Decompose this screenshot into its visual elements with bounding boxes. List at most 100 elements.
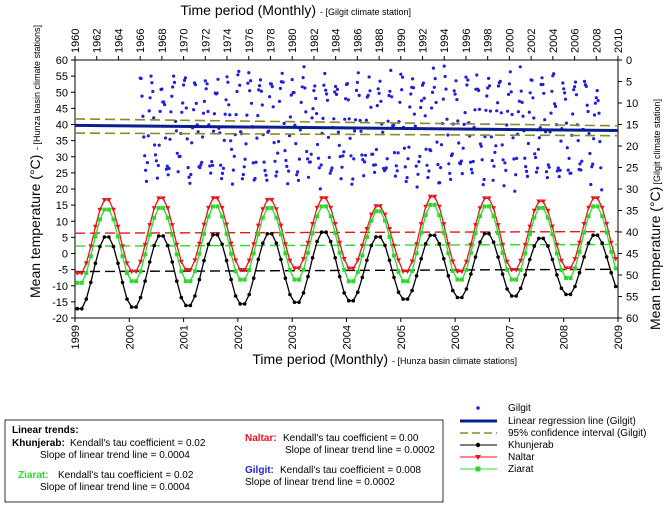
gilgit-point <box>492 164 496 168</box>
gilgit-point <box>403 165 407 169</box>
ziarat-point <box>518 268 523 272</box>
khunjerab-point <box>410 288 414 293</box>
naltar-point <box>219 205 225 211</box>
ziarat-point <box>582 230 587 235</box>
khunjerab-point <box>333 255 338 260</box>
left-axis-tick-label: 55 <box>56 71 68 83</box>
ziarat-point <box>283 251 288 256</box>
naltar-point <box>400 269 406 274</box>
trends-khunjerab-station: Khunjerab: <box>12 438 65 449</box>
ziarat-point <box>269 206 274 210</box>
right-axis-tick-label: 5 <box>626 77 632 89</box>
ziarat-point <box>93 234 98 239</box>
gilgit-point <box>468 160 473 164</box>
legend-gilgit-label: Gilgit <box>508 403 531 414</box>
gilgit-point <box>415 185 419 189</box>
left-axis-tick-label: -20 <box>52 313 68 325</box>
gilgit-point <box>503 161 507 165</box>
khunjerab-point <box>604 255 609 259</box>
gilgit-point <box>200 160 204 164</box>
gilgit-point <box>576 139 580 143</box>
gilgit-point <box>431 66 435 70</box>
gilgit-point <box>212 112 216 116</box>
khunjerab-point <box>419 256 424 261</box>
gilgit-point <box>283 149 287 153</box>
naltar-point <box>522 242 528 248</box>
khunjerab-point <box>238 302 242 306</box>
ziarat-point <box>84 271 89 275</box>
gilgit-point <box>443 74 447 79</box>
bottom-axis-tick-label: 2005 <box>396 325 408 349</box>
station-series <box>74 194 619 311</box>
ziarat-point <box>211 204 215 209</box>
gilgit-point <box>257 88 261 92</box>
gilgit-point <box>151 89 155 94</box>
ziarat-point <box>297 277 301 282</box>
legend-naltar-label: Naltar <box>508 452 535 463</box>
gilgit-point <box>339 177 343 181</box>
gilgit-point <box>226 80 230 84</box>
gilgit-point <box>254 160 258 164</box>
naltar-point <box>147 223 153 228</box>
khunjerab-point <box>188 303 193 308</box>
ziarat-point <box>559 268 564 272</box>
gilgit-point <box>363 153 368 157</box>
gilgit-point <box>348 136 352 140</box>
gilgit-point <box>504 168 508 172</box>
legend-ziarat-label: Ziarat <box>508 464 534 475</box>
right-axis-tick-label: 30 <box>626 184 638 196</box>
gilgit-point <box>238 83 242 87</box>
gilgit-point <box>536 147 541 151</box>
gilgit-point <box>162 100 166 104</box>
ziarat-point <box>301 267 306 272</box>
gilgit-point <box>334 92 339 96</box>
naltar-point <box>296 266 302 271</box>
ziarat-point <box>373 209 378 214</box>
right-axis-tick-label: 35 <box>626 206 638 218</box>
ziarat-point <box>333 231 338 236</box>
gilgit-point <box>316 156 320 160</box>
top-axis-title: Time period (Monthly) <box>180 2 316 18</box>
naltar-point <box>160 196 166 201</box>
gilgit-point <box>525 174 530 178</box>
top-axis-tick-label: 2008 <box>591 29 603 53</box>
gilgit-ci-line <box>74 118 619 127</box>
gilgit-point <box>480 158 484 162</box>
trend-line-khunjerab <box>74 268 619 273</box>
gilgit-point <box>385 157 389 161</box>
gilgit-point <box>475 73 479 77</box>
left-axis-tick-label: -10 <box>52 281 68 293</box>
khunjerab-point <box>270 232 274 236</box>
gilgit-point <box>183 76 187 80</box>
gilgit-point <box>340 165 344 169</box>
gilgit-point <box>477 88 481 93</box>
gilgit-point <box>561 81 565 85</box>
khunjerab-point <box>179 295 184 300</box>
naltar-point <box>106 198 112 203</box>
top-axis-tick-label: 2006 <box>570 29 582 53</box>
naltar-point <box>568 266 573 271</box>
gilgit-point <box>140 94 144 98</box>
khunjerab-point <box>351 298 356 303</box>
gilgit-point <box>301 76 305 80</box>
khunjerab-point <box>261 241 265 245</box>
ziarat-point <box>496 231 501 236</box>
ziarat-point <box>473 231 478 236</box>
khunjerab-point <box>414 274 419 278</box>
top-axis-tick-label: 1960 <box>70 29 82 53</box>
top-axis-tick-label: 1982 <box>309 29 321 53</box>
ziarat-point <box>238 277 243 282</box>
naltar-point <box>337 240 343 246</box>
gilgit-point <box>578 162 582 166</box>
khunjerab-point <box>84 297 89 301</box>
ziarat-point <box>468 250 473 255</box>
top-axis-tick-label: 1990 <box>396 29 408 53</box>
gilgit-point <box>208 164 212 168</box>
gilgit-point <box>518 65 522 69</box>
gilgit-point <box>347 117 351 121</box>
gilgit-point <box>563 91 567 95</box>
gilgit-point <box>361 158 365 162</box>
ziarat-point <box>455 277 460 282</box>
gilgit-point <box>534 155 538 160</box>
gilgit-point <box>182 83 186 87</box>
